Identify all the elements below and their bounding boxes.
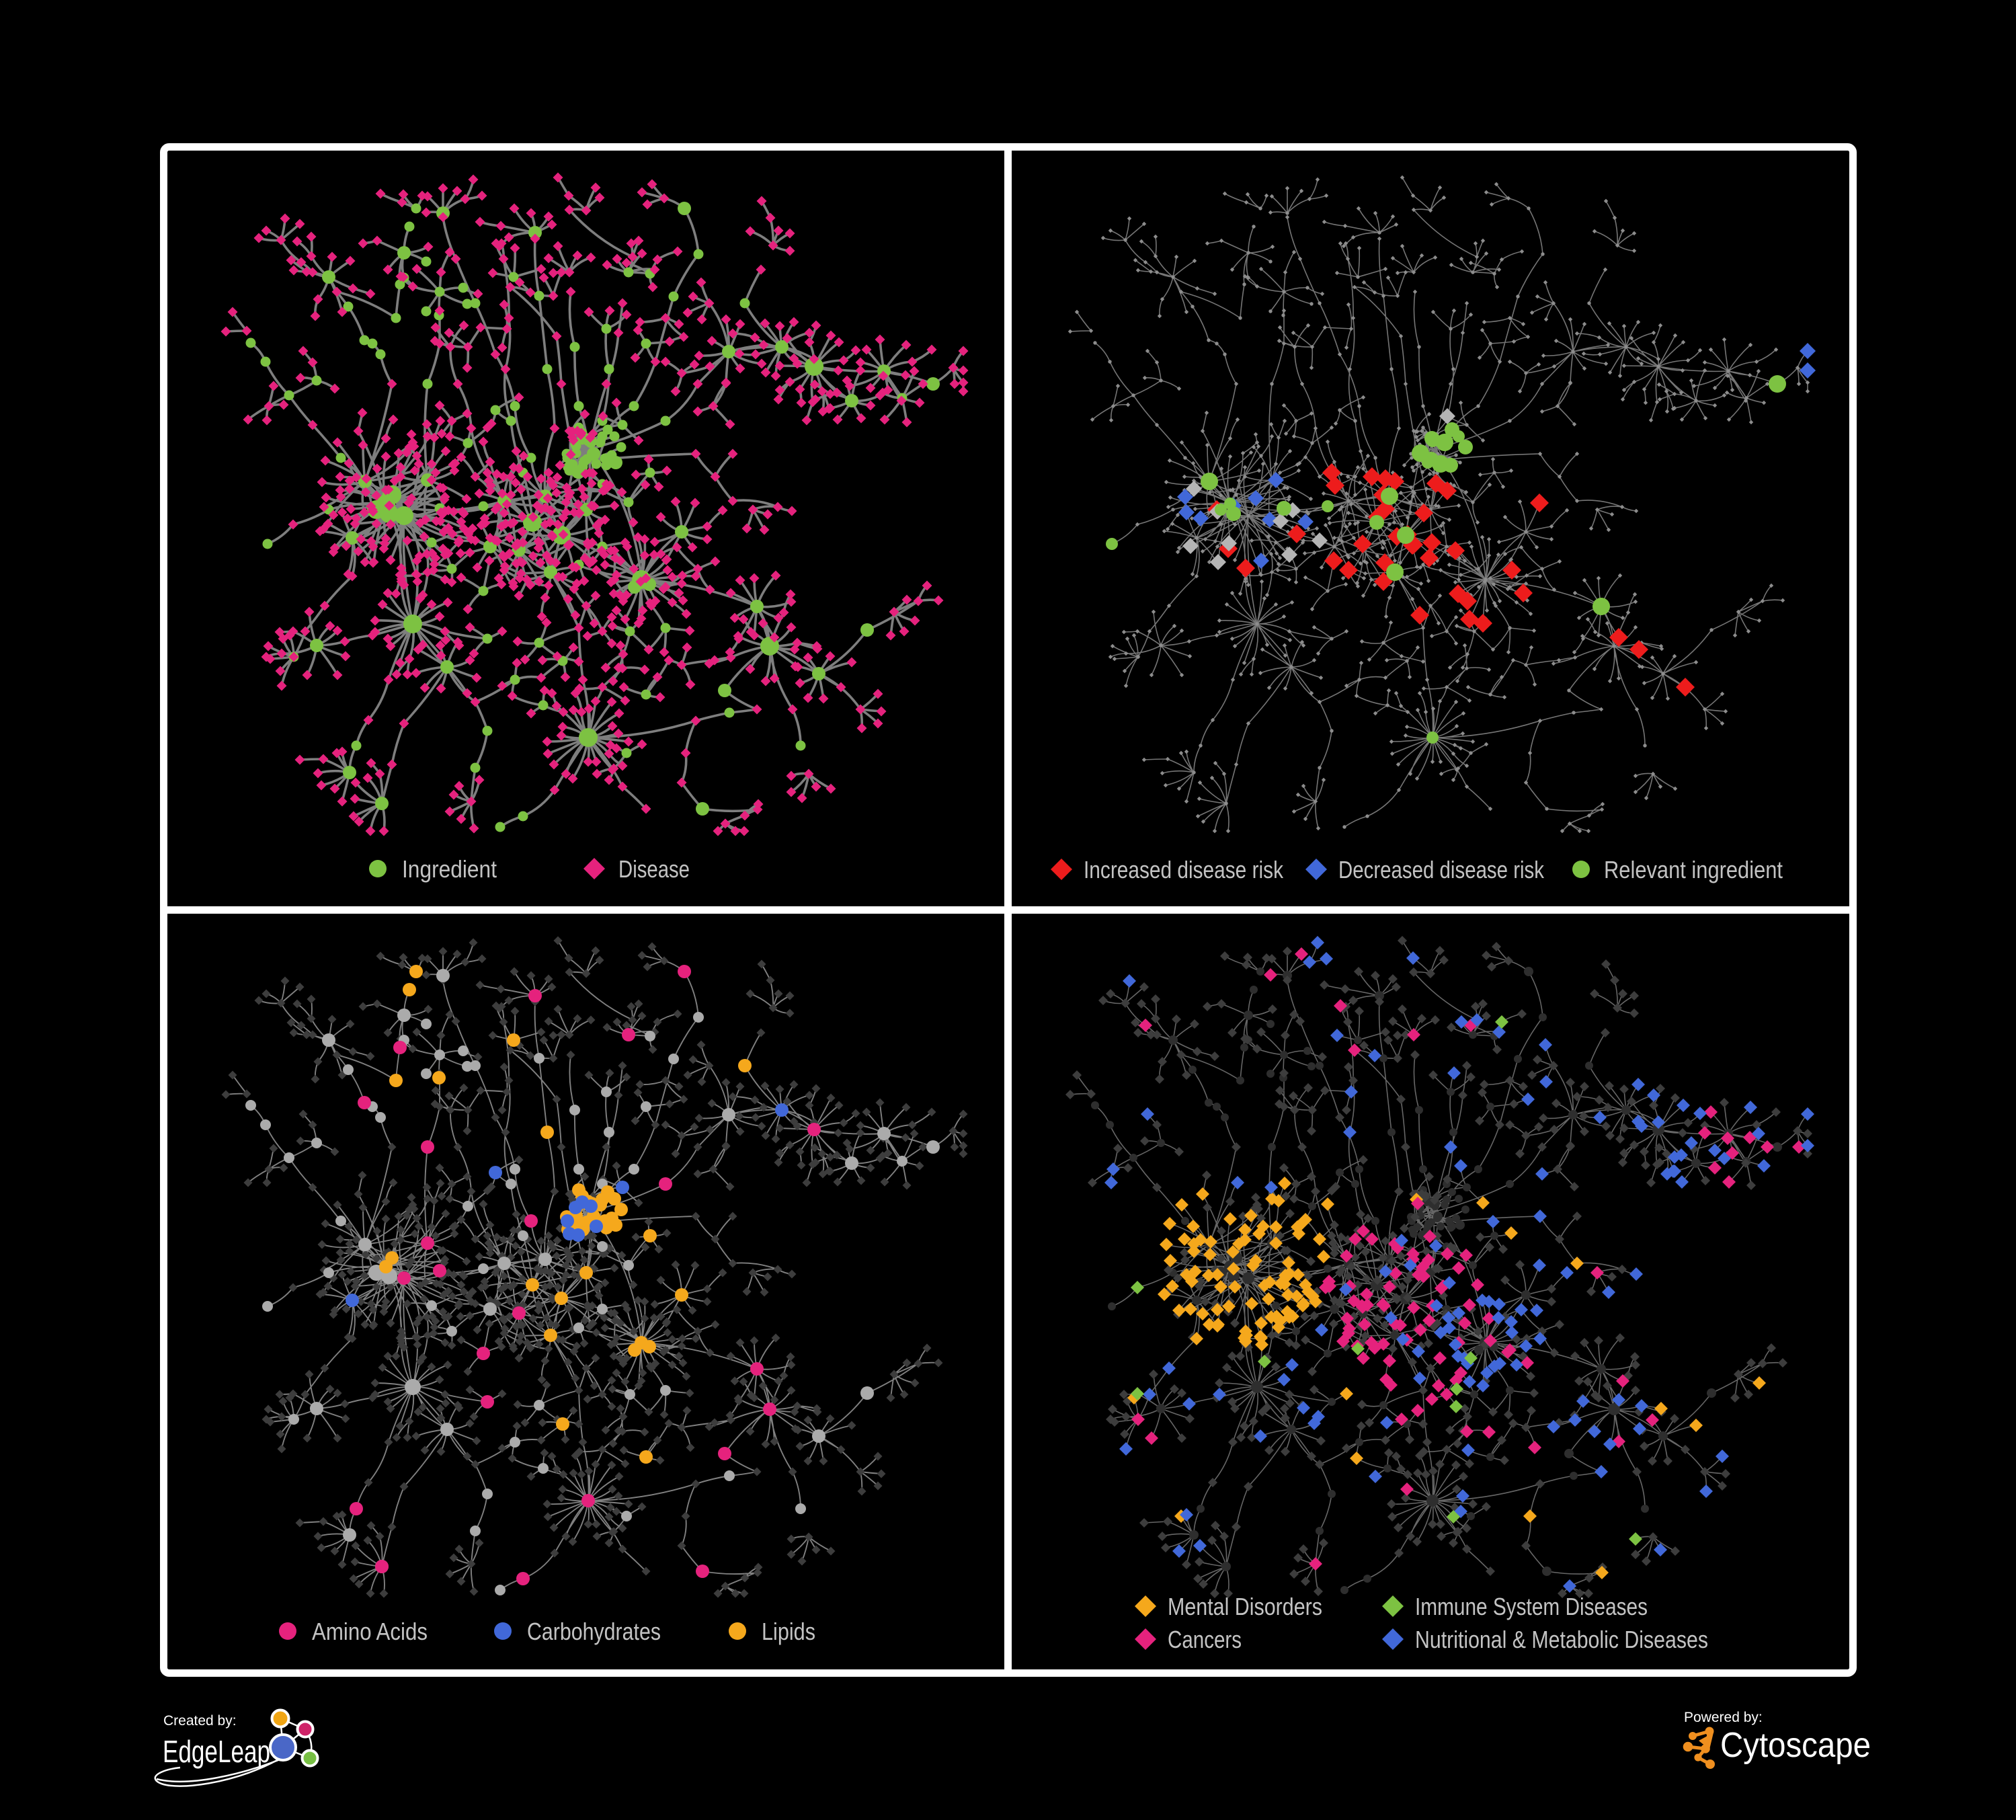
svg-text:Ingredient: Ingredient	[402, 855, 497, 883]
svg-text:Relevant ingredient: Relevant ingredient	[1604, 856, 1783, 883]
svg-text:Disease: Disease	[618, 855, 690, 883]
svg-text:Lipids: Lipids	[762, 1618, 815, 1645]
svg-text:Immune System Diseases: Immune System Diseases	[1415, 1593, 1648, 1620]
svg-text:Created by:: Created by:	[163, 1713, 237, 1729]
svg-text:Nutritional & Metabolic Diseas: Nutritional & Metabolic Diseases	[1415, 1626, 1708, 1653]
svg-text:Decreased disease risk: Decreased disease risk	[1338, 856, 1545, 883]
svg-text:Powered by:: Powered by:	[1684, 1710, 1763, 1725]
svg-text:Amino Acids: Amino Acids	[312, 1618, 428, 1645]
svg-text:Cytoscape: Cytoscape	[1720, 1726, 1871, 1765]
svg-text:EdgeLeap: EdgeLeap	[163, 1734, 270, 1769]
svg-text:Mental Disorders: Mental Disorders	[1168, 1593, 1322, 1620]
svg-text:Carbohydrates: Carbohydrates	[527, 1618, 661, 1645]
svg-text:Cancers: Cancers	[1168, 1626, 1242, 1653]
svg-text:Increased disease risk: Increased disease risk	[1084, 856, 1284, 883]
